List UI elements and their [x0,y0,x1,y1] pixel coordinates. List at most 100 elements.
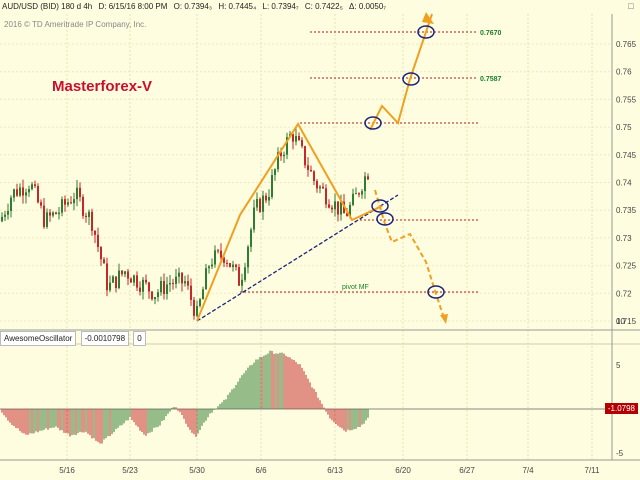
pattern-up [369,13,433,131]
chart-header: AUD/USD (BID) 180 d 4h D: 6/15/16 8:00 P… [0,0,640,14]
price-tick-label: 0.73 [616,234,632,243]
date-tick-label: 7/4 [522,466,534,475]
marker-ellipse [371,199,389,213]
candle-body [28,189,30,193]
candle-body [298,136,300,141]
candle-body [19,187,21,196]
candle-body [76,187,78,200]
candle-body [37,186,39,203]
candle-body [331,207,333,210]
candle-body [133,275,135,283]
candle-body [4,214,6,217]
date-tick-label: 5/30 [189,466,205,475]
pattern-down [374,189,445,319]
candle-body [166,284,168,295]
candle-body [22,187,24,196]
marker-ellipse [427,285,445,299]
price-tick-label: 0.76 [616,68,632,77]
candle-body [187,281,189,286]
candle-body [25,192,27,196]
candle-body [355,193,357,195]
candle-body [334,201,336,210]
candle-body [226,262,228,264]
candle-body [205,268,207,290]
candle-body [67,202,69,205]
price-tick-label: 0.755 [616,95,637,104]
candle-body [349,204,351,217]
price-tick-label: 0.75 [616,123,632,132]
candle-body [208,266,210,269]
level-label: 0.7587 [480,76,502,83]
candle-body [181,272,183,284]
candle-body [358,193,360,195]
price-tick-label: 0.72 [616,289,632,298]
candle-body [268,196,270,201]
candle-body [160,280,162,293]
candle-body [46,212,48,227]
candle-body [223,257,225,263]
level-label: 0.7670 [480,30,502,37]
oscillator-extra: 0 [133,331,146,346]
candle-body [337,201,339,215]
candle-body [316,181,318,189]
candle-body [184,281,186,284]
price-tick-label: 0.725 [616,262,637,271]
candle-body [109,282,111,291]
oscillator-tick-label: -5 [616,449,624,458]
candle-body [295,136,297,142]
marker-ellipse [376,212,394,226]
candles [1,128,369,320]
level-lines: 0.7670 0.7587 pivot MF [240,30,502,293]
candle-body [322,186,324,189]
candle-body [100,247,102,260]
candle-body [169,283,171,285]
candle-body [70,202,72,204]
candle-body [277,152,279,170]
trend-line [196,194,399,322]
candle-body [253,207,255,230]
marker-ellipse [402,72,420,86]
square-icon[interactable]: □ [628,1,634,11]
low-label: L: 0.7394₇ [262,2,299,11]
oscillator-value: -0.0010798 [80,331,130,346]
candle-body [49,212,51,216]
candle-body [292,134,294,142]
candle-body [127,271,129,279]
candle-body [40,202,42,206]
candle-body [199,299,201,306]
symbol-label[interactable]: AUD/USD (BID) 180 d 4h [2,2,93,11]
candle-body [238,267,240,286]
candle-body [346,213,348,217]
oscillator-header: AwesomeOscillator -0.0010798 0 [0,331,148,346]
candle-body [136,275,138,288]
oscillator-tick-label: 10 [616,317,625,326]
price-tick-label: 0.74 [616,179,632,188]
candle-body [115,276,117,289]
date-tick-label: 6/13 [327,466,343,475]
candle-body [97,234,99,248]
candle-body [232,264,234,268]
candle-body [157,292,159,298]
pattern-lines [196,12,448,324]
candle-body [229,263,231,268]
candle-body [304,146,306,166]
pattern-wave [196,122,383,322]
change-label: Δ: 0.0050₇ [349,2,387,11]
candle-body [190,285,192,300]
candle-body [310,169,312,172]
candle-body [79,187,81,197]
copyright-text: 2016 © TD Ameritrade IP Company, Inc. [4,20,147,29]
candle-body [262,195,264,212]
candle-body [16,189,18,196]
candle-body [82,196,84,216]
candle-body [217,250,219,252]
candle-body [31,184,33,190]
candle-body [91,211,93,231]
candle-body [211,264,213,267]
candle-body [43,205,45,227]
oscillator-name[interactable]: AwesomeOscillator [0,331,77,346]
candle-body [64,199,66,205]
candle-body [340,201,342,215]
arrow-down-icon [440,314,448,324]
